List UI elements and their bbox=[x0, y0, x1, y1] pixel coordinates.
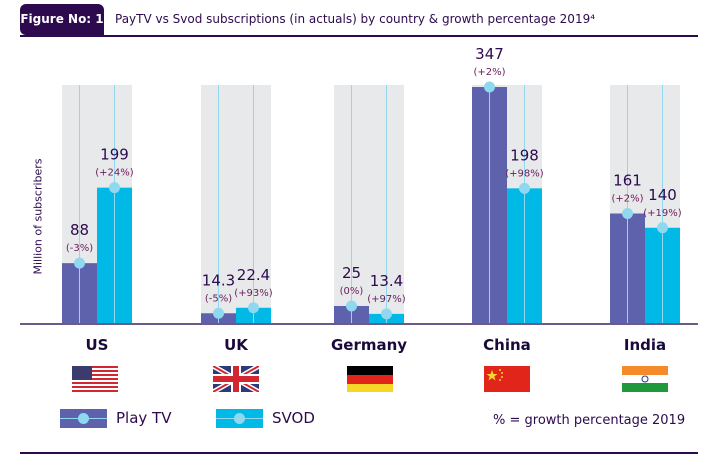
bar-marker bbox=[109, 182, 120, 194]
value-label: 140 bbox=[648, 186, 677, 204]
growth-label: (+19%) bbox=[643, 208, 682, 219]
value-label: 161 bbox=[613, 172, 642, 190]
legend-label: Play TV bbox=[116, 409, 172, 427]
value-label: 13.4 bbox=[370, 272, 403, 290]
bar-marker bbox=[74, 257, 85, 269]
chart-plot: 88 (-3%) 199 (+24%) 14.3 (-5%) 22.4 (+93%) 25 (0%… bbox=[20, 45, 698, 325]
bar-marker bbox=[381, 308, 392, 320]
header-divider bbox=[20, 35, 698, 37]
category-label: India bbox=[623, 336, 667, 354]
germany-flag bbox=[347, 366, 393, 392]
figure-title: PayTV vs Svod subscriptions (in actuals)… bbox=[115, 12, 596, 26]
play-tv-swatch bbox=[60, 409, 107, 428]
value-label: 198 bbox=[510, 146, 539, 164]
uk-flag bbox=[211, 363, 261, 395]
category-label: Germany bbox=[330, 336, 408, 354]
bar-marker bbox=[346, 300, 357, 312]
growth-label: (+2%) bbox=[473, 67, 505, 78]
category-label: US bbox=[85, 336, 109, 354]
bar-marker bbox=[622, 208, 633, 220]
bar-marker bbox=[657, 222, 668, 234]
column-background bbox=[201, 85, 271, 323]
figure-tag: Figure No: 1 bbox=[20, 4, 104, 35]
growth-label: (-3%) bbox=[66, 243, 93, 254]
growth-label: (+2%) bbox=[611, 194, 643, 205]
value-label: 25 bbox=[342, 264, 361, 282]
bar-marker bbox=[519, 182, 530, 194]
category-label: UK bbox=[224, 336, 248, 354]
value-label: 88 bbox=[70, 221, 89, 239]
us-flag bbox=[72, 366, 118, 392]
value-label: 347 bbox=[475, 45, 504, 63]
bar-marker bbox=[248, 302, 259, 314]
legend-label: SVOD bbox=[272, 409, 315, 427]
growth-label: (0%) bbox=[340, 286, 364, 297]
value-label: 14.3 bbox=[202, 271, 235, 289]
growth-label: (+93%) bbox=[234, 288, 273, 299]
category-label: China bbox=[483, 336, 531, 354]
india-flag bbox=[622, 366, 668, 392]
column-background bbox=[334, 85, 404, 323]
footer-divider bbox=[20, 452, 698, 454]
svod-swatch bbox=[216, 409, 263, 428]
bar-marker bbox=[484, 81, 495, 93]
value-label: 199 bbox=[100, 146, 129, 164]
growth-label: (-5%) bbox=[205, 293, 232, 304]
growth-note: % = growth percentage 2019 bbox=[493, 413, 686, 428]
growth-label: (+24%) bbox=[95, 168, 134, 179]
growth-label: (+98%) bbox=[505, 168, 544, 179]
growth-label: (+97%) bbox=[367, 294, 406, 305]
china-flag bbox=[484, 366, 530, 392]
value-label: 22.4 bbox=[237, 266, 270, 284]
bar-marker bbox=[213, 307, 224, 319]
